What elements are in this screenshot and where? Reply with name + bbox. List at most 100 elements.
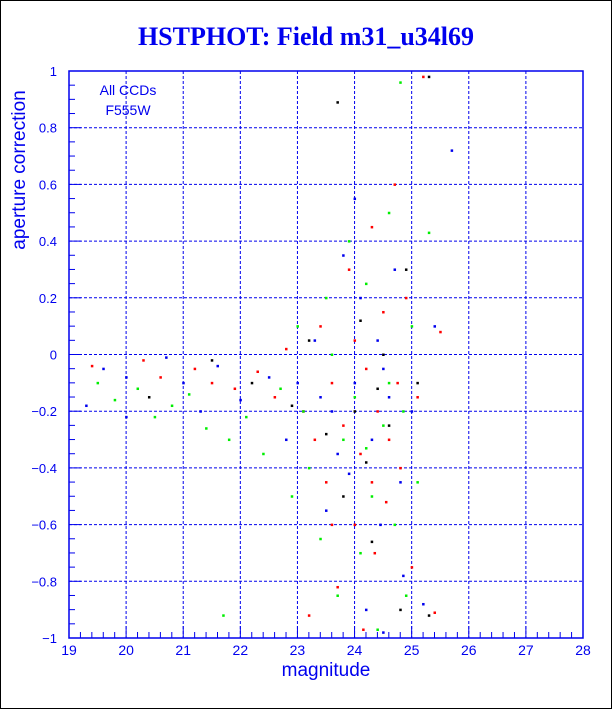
data-point-red [142, 359, 145, 362]
data-point-black [404, 268, 408, 271]
data-point-green [262, 452, 265, 456]
data-point-green [404, 594, 408, 597]
data-point-red [193, 367, 197, 371]
data-point-green [402, 410, 405, 413]
y-tick-label: 0 [50, 348, 57, 363]
data-point-red [382, 310, 385, 314]
data-point-green [427, 231, 431, 235]
grid [69, 71, 583, 638]
data-point-green [376, 628, 379, 631]
x-axis-label: magnitude [282, 660, 371, 681]
data-point-black [210, 359, 214, 362]
data-point-red [307, 614, 311, 617]
x-tick-label: 27 [518, 642, 534, 658]
data-point-blue [379, 523, 382, 527]
data-point-red [384, 500, 388, 504]
data-point-red [210, 381, 214, 385]
data-point-red [90, 364, 94, 368]
data-point-green [325, 296, 328, 300]
y-tick-label: 1 [50, 64, 57, 79]
data-point-blue [102, 367, 105, 371]
data-point-blue [336, 452, 339, 456]
x-tick-label: 28 [575, 642, 591, 658]
y-tick-labels: −1 −0.8 −0.6 −0.4 −0.2 0 0.2 0.4 0.6 0.8 1 [31, 64, 57, 646]
data-point-black [382, 353, 385, 356]
y-tick-label: −0.6 [31, 518, 57, 533]
data-point-green [347, 240, 351, 243]
data-point-blue [182, 381, 185, 385]
data-point-red [319, 325, 322, 328]
data-point-blue [410, 410, 414, 413]
data-point-green [399, 81, 402, 84]
data-point-green [170, 404, 174, 408]
data-point-red [256, 370, 259, 374]
data-point-green [153, 415, 157, 419]
data-point-black [359, 319, 362, 322]
data-point-blue [239, 398, 242, 402]
data-point-red [396, 381, 399, 385]
data-point-blue [353, 197, 357, 201]
y-tick-label: 0.2 [39, 291, 57, 306]
data-point-green [336, 594, 339, 597]
data-point-blue [382, 631, 385, 634]
x-tick-labels: 19 20 21 22 23 24 25 26 27 28 [61, 642, 591, 658]
y-tick-label: 0.4 [39, 234, 57, 249]
data-point-red [399, 466, 402, 470]
data-point-red [393, 183, 397, 186]
data-point-green [307, 466, 311, 470]
data-point-green [410, 325, 414, 328]
x-tick-label: 22 [233, 642, 249, 658]
data-point-green [387, 381, 391, 385]
data-point-red [325, 481, 328, 484]
data-point-blue [216, 364, 219, 368]
data-point-blue [347, 472, 351, 476]
data-point-blue [359, 296, 362, 300]
x-tick-label: 26 [461, 642, 477, 658]
data-point-green [319, 537, 322, 541]
x-tick-label: 25 [404, 642, 420, 658]
data-point-green [222, 614, 225, 617]
x-tick-label: 23 [290, 642, 306, 658]
data-point-blue [353, 381, 357, 385]
data-point-red [359, 452, 362, 456]
data-point-green [330, 353, 334, 356]
data-point-green [342, 438, 345, 442]
data-point-red [353, 339, 357, 342]
data-point-black [427, 75, 431, 79]
data-point-green [290, 495, 294, 498]
annotation-line-1: All CCDs [100, 82, 157, 98]
data-point-blue [376, 339, 379, 342]
data-point-blue [165, 356, 168, 359]
data-point-green [387, 211, 391, 215]
data-point-blue [364, 608, 368, 612]
data-point-red [439, 330, 442, 334]
data-point-green [382, 424, 385, 427]
data-point-red [330, 523, 334, 527]
data-point-red [373, 551, 377, 555]
y-tick-label: −1 [42, 631, 57, 646]
data-point-blue [399, 481, 402, 484]
data-point-green [136, 387, 140, 391]
data-point-black [364, 461, 368, 464]
data-point-red [285, 347, 288, 351]
data-point-blue [285, 438, 288, 442]
data-point-black [250, 381, 254, 385]
data-point-green [113, 398, 117, 402]
data-point-green [370, 495, 374, 498]
data-point-green [393, 523, 397, 527]
data-point-blue [393, 268, 397, 271]
data-point-red [416, 396, 419, 399]
data-point-green [96, 381, 100, 385]
data-point-blue [450, 149, 454, 152]
data-point-black [353, 410, 357, 413]
x-tick-label: 20 [118, 642, 134, 658]
data-point-blue [267, 376, 271, 379]
data-point-blue [433, 325, 437, 328]
data-point-green [364, 447, 368, 450]
data-point-green [205, 427, 208, 430]
data-point-green [187, 393, 191, 396]
data-point-blue [313, 339, 317, 342]
data-point-black [376, 387, 379, 391]
data-point-black [427, 614, 431, 617]
